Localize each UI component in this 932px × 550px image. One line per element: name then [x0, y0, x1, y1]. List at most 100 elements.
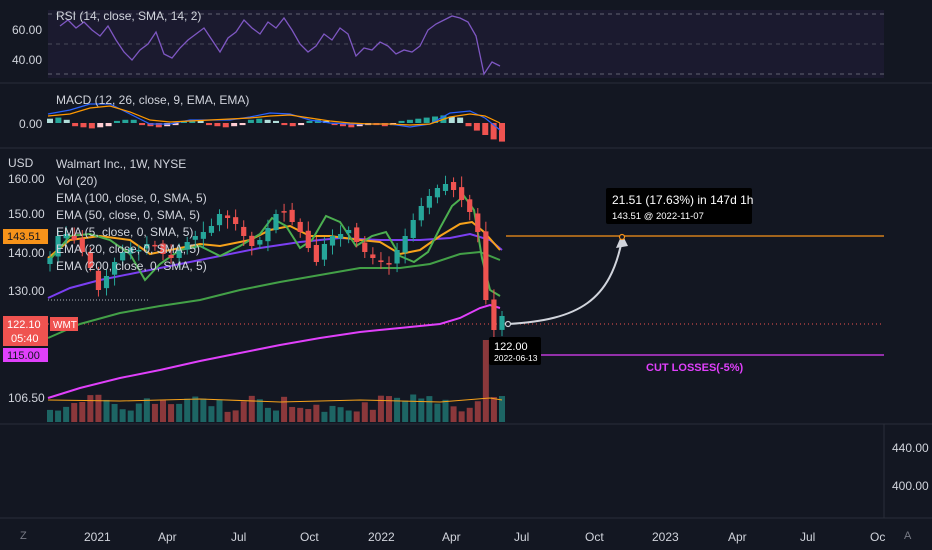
time-label-jul-21: Jul [231, 530, 247, 544]
candle-body [87, 251, 93, 268]
macd-signal-line [47, 105, 501, 126]
macd-histogram-bar [432, 116, 439, 123]
candle-body [47, 258, 53, 264]
volume-bar [353, 411, 360, 422]
candle-body [200, 232, 206, 239]
volume-bar [329, 405, 336, 422]
volume-bar [281, 396, 288, 422]
macd-histogram-bar [482, 123, 489, 135]
candle-body [337, 234, 344, 239]
volume-bar [103, 399, 110, 422]
candle-body [160, 243, 166, 254]
macd-histogram-bar [231, 123, 238, 127]
volume-bar [345, 410, 352, 422]
candle-body [249, 235, 255, 246]
volume-bar [466, 407, 473, 422]
macd-legend[interactable]: MACD (12, 26, close, 9, EMA, EMA) [56, 93, 250, 107]
candle-body [63, 234, 69, 239]
candle-body [450, 182, 457, 190]
price-tick-130: 130.00 [8, 284, 45, 298]
macd-histogram-bar [448, 116, 455, 123]
price-tick-160: 160.00 [8, 172, 45, 186]
macd-histogram-bar [180, 120, 187, 123]
price-tick-106: 106.50 [8, 391, 45, 405]
volume-bar [273, 410, 279, 422]
macd-histogram-bar [281, 123, 288, 126]
candle-body [329, 236, 336, 246]
volume-bar [289, 406, 296, 422]
time-label-apr-22: Apr [442, 530, 461, 544]
time-label-jul-22: Jul [514, 530, 530, 544]
volume-bar [450, 406, 457, 422]
volume-bar [369, 409, 376, 422]
auto-scale-icon[interactable]: A [904, 530, 912, 542]
indicator-ema-50[interactable]: EMA (50, close, 0, SMA, 5) [56, 208, 201, 222]
symbol-tag: WMT [53, 320, 77, 331]
macd-histogram-bar [97, 123, 104, 128]
volume-bar [200, 398, 207, 422]
macd-histogram-bar [398, 120, 405, 123]
candle-body [95, 270, 102, 290]
stop-price-tag: 115.00 [7, 350, 40, 362]
lower-tick-400: 400.00 [892, 479, 929, 493]
volume-bar [434, 403, 441, 422]
candle-body [265, 228, 271, 242]
last-price-tag: 122.10 [7, 319, 41, 331]
candle-body [418, 206, 424, 221]
macd-tick-0: 0.00 [19, 117, 43, 131]
volume-bar [192, 396, 199, 422]
indicator-ema-100[interactable]: EMA (100, close, 0, SMA, 5) [56, 191, 207, 205]
price-tick-140: 140.00 [8, 246, 45, 260]
projection-anchor[interactable] [504, 320, 512, 328]
volume-bar [151, 403, 158, 422]
projection-arrow[interactable] [507, 239, 623, 325]
volume-bar [95, 394, 102, 422]
symbol-tag-bg [50, 317, 78, 331]
indicator-ema-20[interactable]: EMA (20, close, 0, SMA, 5) [56, 242, 201, 256]
candle-body [79, 238, 85, 252]
time-label-oct-21: Oct [300, 530, 319, 544]
candle-body [305, 230, 311, 248]
volume-bar [490, 397, 497, 422]
candle-body [442, 184, 449, 191]
volume-bar [256, 399, 263, 422]
candle-body [103, 276, 110, 289]
candle-body [192, 236, 198, 240]
candle-body [136, 250, 142, 252]
last-price-tag-bg [3, 316, 48, 346]
indicator-vol[interactable]: Vol (20) [56, 174, 98, 188]
candle-body [362, 242, 368, 252]
candle-body [386, 263, 392, 265]
candle-body [467, 199, 473, 212]
macd-histogram-bar [331, 123, 338, 126]
time-label-2023: 2023 [652, 530, 679, 544]
ema-50-line [47, 232, 503, 299]
macd-histogram-bar [214, 123, 221, 127]
target-anchor[interactable] [618, 233, 626, 241]
volume-bar [377, 395, 384, 422]
volume-bar [127, 410, 134, 422]
timezone-icon[interactable]: Z [20, 530, 27, 542]
indicator-ema-200[interactable]: EMA (200, close, 0, SMA, 5) [56, 259, 207, 273]
volume-bar [248, 395, 255, 422]
currency-label: USD [8, 156, 34, 170]
macd-histogram-bar [113, 120, 120, 123]
indicator-ema-5[interactable]: EMA (5, close, 0, SMA, 5) [56, 225, 194, 239]
candle-body [120, 252, 126, 261]
time-label-oct-23: Oc [870, 530, 886, 544]
measure-sublabel: 143.51 @ 2022-11-07 [612, 211, 704, 222]
rsi-line [59, 15, 501, 76]
symbol-title[interactable]: Walmart Inc., 1W, NYSE [56, 157, 187, 171]
macd-histogram-bar [80, 123, 87, 128]
candlesticks [47, 175, 505, 338]
macd-histogram-bar [415, 118, 422, 123]
volume-histogram [47, 340, 505, 422]
macd-histogram-bar [457, 117, 464, 123]
rsi-legend[interactable]: RSI (14, close, SMA, 14, 2) [56, 9, 202, 23]
target-price-tag-bg [3, 229, 48, 244]
volume-bar [264, 407, 271, 422]
volume-bar [208, 406, 215, 422]
volume-bar [361, 402, 368, 422]
macd-histogram-bar [63, 119, 70, 123]
